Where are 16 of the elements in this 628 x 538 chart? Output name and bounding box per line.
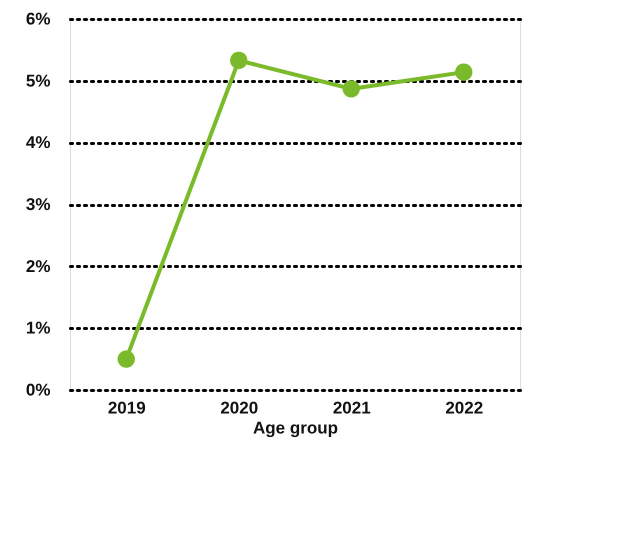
y-tick-label: 6% xyxy=(26,10,50,28)
point xyxy=(230,52,248,70)
y-tick-label: 0% xyxy=(26,380,50,400)
x-tick-label: 2019 xyxy=(108,398,146,418)
x-axis-title: Age group xyxy=(253,418,338,438)
y-tick-label: 1% xyxy=(26,318,50,338)
point xyxy=(342,80,360,98)
x-tick-label: 2022 xyxy=(445,398,484,418)
point xyxy=(118,350,135,368)
y-tick-label: 4% xyxy=(26,133,50,152)
x-tick-label: 2020 xyxy=(220,398,258,418)
point xyxy=(455,64,472,81)
y-tick-label: 2% xyxy=(26,256,50,276)
x-tick-label: 2021 xyxy=(332,398,371,418)
y-tick-label: 5% xyxy=(26,71,50,90)
y-tick-label: 3% xyxy=(26,195,50,214)
